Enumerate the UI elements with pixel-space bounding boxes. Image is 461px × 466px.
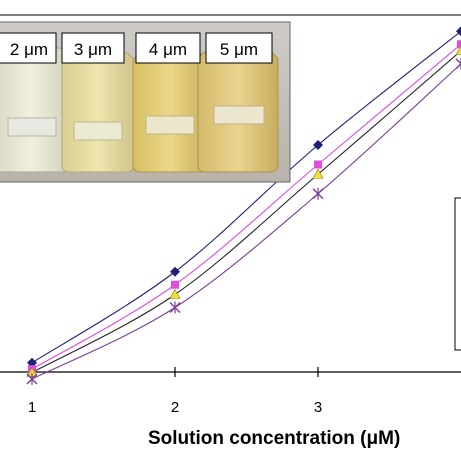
x-tick-label: 3 (314, 399, 322, 416)
x-axis-label: Solution concentration (μM) (148, 428, 400, 449)
series-line (31, 43, 461, 370)
bottle-4 (197, 49, 279, 173)
data-point-square (457, 40, 461, 49)
data-point-x (169, 301, 181, 314)
data-point-square (314, 160, 322, 169)
bottle-2 (61, 51, 135, 173)
series-line (31, 63, 461, 380)
inset-label-box (205, 32, 273, 64)
inset-label-box (61, 32, 125, 64)
x-tick-label: 1 (28, 399, 36, 416)
x-ticks: 1 2 3 (28, 367, 322, 416)
inset-label: 4 μm (149, 40, 187, 59)
legend-box (454, 197, 461, 351)
bottle-1 (0, 47, 71, 173)
inset-label: 5 μm (220, 40, 258, 59)
data-series (26, 26, 461, 385)
data-point-triangle (455, 45, 461, 56)
data-point-x (26, 373, 38, 385)
inset-label: 2 μm (10, 40, 48, 59)
inset-photo: 2 μm 3 μm 4 μm 5 μm (0, 21, 291, 183)
data-point-square (171, 280, 179, 289)
inset-labels: 2 μm 3 μm 4 μm 5 μm (0, 32, 273, 64)
data-point-x (312, 187, 324, 200)
data-point-triangle (169, 288, 181, 299)
data-point-x (455, 57, 461, 70)
data-point-triangle (312, 168, 324, 179)
series-line (31, 30, 461, 364)
series-line (31, 50, 461, 373)
bottle-3 (132, 51, 208, 173)
x-tick-label: 2 (171, 399, 179, 416)
inset-label: 3 μm (74, 40, 112, 59)
inset-label-box (135, 32, 201, 64)
inset-label-box (0, 32, 57, 64)
data-point-diamond (313, 140, 323, 150)
data-point-diamond (170, 266, 180, 277)
data-point-diamond (456, 26, 461, 37)
